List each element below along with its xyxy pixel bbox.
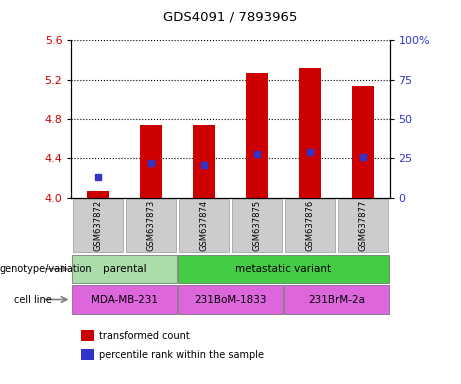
Bar [352, 86, 373, 198]
Bar [284, 285, 389, 314]
Bar [72, 199, 124, 252]
Text: GSM637877: GSM637877 [359, 200, 367, 251]
Bar [299, 68, 320, 198]
Text: percentile rank within the sample: percentile rank within the sample [99, 350, 264, 360]
Bar [231, 199, 283, 252]
Text: GSM637872: GSM637872 [94, 200, 102, 251]
Text: GSM637874: GSM637874 [200, 200, 208, 251]
Bar [72, 255, 177, 283]
Text: transformed count: transformed count [99, 331, 190, 341]
Text: 231BoM-1833: 231BoM-1833 [194, 295, 267, 305]
Bar [178, 199, 230, 252]
Bar [178, 285, 283, 314]
Bar [140, 125, 161, 198]
Text: cell line: cell line [14, 295, 52, 305]
Text: MDA-MB-231: MDA-MB-231 [91, 295, 158, 305]
Text: GSM637873: GSM637873 [147, 200, 155, 251]
Bar [193, 125, 214, 198]
Text: genotype/variation: genotype/variation [0, 264, 93, 274]
Text: 231BrM-2a: 231BrM-2a [308, 295, 365, 305]
Text: GSM637876: GSM637876 [306, 200, 314, 251]
Bar [284, 199, 336, 252]
Text: GSM637875: GSM637875 [253, 200, 261, 251]
Bar [246, 73, 267, 198]
Text: metastatic variant: metastatic variant [236, 264, 331, 274]
Bar [87, 191, 108, 198]
Bar [178, 255, 389, 283]
Bar [72, 285, 177, 314]
Text: GDS4091 / 7893965: GDS4091 / 7893965 [163, 11, 298, 24]
Text: parental: parental [103, 264, 146, 274]
Bar [125, 199, 177, 252]
Bar [337, 199, 389, 252]
